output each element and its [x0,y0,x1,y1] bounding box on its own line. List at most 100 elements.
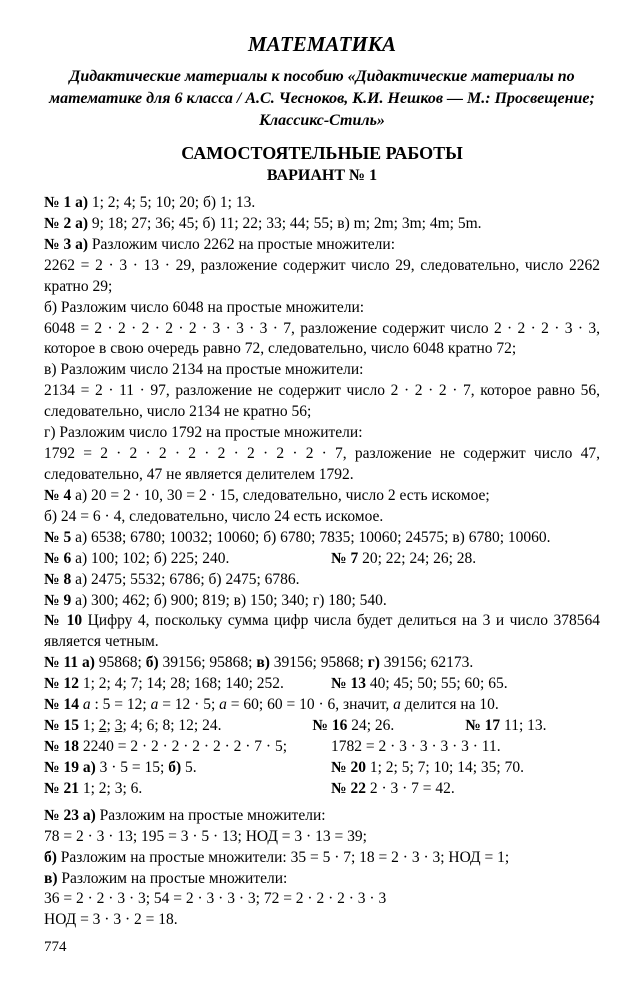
item-11v: 39156; 95868; [270,654,368,671]
item-3-line4: 6048 = 2 · 2 · 2 · 2 · 2 · 3 · 3 · 3 · 7… [44,319,600,361]
item-14-t3: = 60; 60 = 10 · 6, значит, [227,696,393,713]
item-11: № 11 а) 95868; б) 39156; 95868; в) 39156… [44,653,600,674]
item-16: № 16 24; 26. [312,716,447,737]
item-3-line5: в) Разложим число 2134 на простые множит… [44,360,600,381]
item-16-text: 24; 26. [347,717,394,734]
item-12-label: № 12 [44,675,79,692]
item-15-2: 2 [99,717,107,734]
item-23-v-label: в) [44,870,58,887]
item-23-text: Разложим на простые множители: [96,807,326,824]
item-19-text: 3 · 5 = 15; [96,759,168,776]
item-3-line8: 1792 = 2 · 2 · 2 · 2 · 2 · 2 · 2 · 2 · 7… [44,444,600,486]
item-13: № 13 40; 45; 50; 55; 60; 65. [331,674,600,695]
item-3-line6: 2134 = 2 · 11 · 97, разложение не содерж… [44,381,600,423]
row-21-22: № 21 1; 2; 3; 6. № 22 2 · 3 · 7 = 42. [44,779,600,800]
item-4: № 4 а) 20 = 2 · 10, 30 = 2 · 15, следова… [44,486,600,507]
item-19: № 19 а) 3 · 5 = 15; б) 5. [44,758,313,779]
item-23-line2: 78 = 2 · 3 · 13; 195 = 3 · 5 · 13; НОД =… [44,827,600,848]
item-1-label: № 1 а) [44,194,88,211]
item-14-label: № 14 [44,696,79,713]
item-4-line2: б) 24 = 6 · 4, следовательно, число 24 е… [44,507,600,528]
item-8-label: № 8 [44,571,71,588]
item-14-a1: a [79,696,91,713]
item-23-b-text: Разложим на простые множители: 35 = 5 · … [57,849,509,866]
item-3: № 3 а) Разложим число 2262 на простые мн… [44,235,600,256]
item-14-t2: = 12 · 5; [158,696,219,713]
item-23-label: № 23 а) [44,807,96,824]
item-18-text: 2240 = 2 · 2 · 2 · 2 · 2 · 2 · 7 · 5; [79,738,287,755]
item-11g: 39156; 62173. [380,654,473,671]
item-11-label: № 11 а) [44,654,95,671]
item-14-t1: : 5 = 12; [91,696,151,713]
item-6-text: а) 100; 102; б) 225; 240. [71,550,229,567]
item-8: № 8 а) 2475; 5532; 6786; б) 2475; 6786. [44,570,600,591]
item-7-text: 20; 22; 24; 26; 28. [358,550,476,567]
item-9: № 9 а) 300; 462; б) 900; 819; в) 150; 34… [44,591,600,612]
item-19-b: б) [168,759,181,776]
item-14-t4: делится на 10. [401,696,499,713]
item-11b: 39156; 95868; [159,654,257,671]
item-8-text: а) 2475; 5532; 6786; б) 2475; 6786. [71,571,299,588]
item-15-sep1: ; [107,717,115,734]
item-13-label: № 13 [331,675,366,692]
item-17: № 17 11; 13. [465,716,600,737]
item-3-line7: г) Разложим число 1792 на простые множит… [44,423,600,444]
item-15-rest: ; 4; 6; 8; 12; 24. [122,717,221,734]
row-12-13: № 12 1; 2; 4; 7; 14; 28; 168; 140; 252. … [44,674,600,695]
item-17-label: № 17 [465,717,500,734]
item-15: № 15 1; 2; 3; 4; 6; 8; 12; 24. [44,716,294,737]
item-21-label: № 21 [44,780,79,797]
item-11b-label: б) [146,654,159,671]
item-15-text: 1; [79,717,99,734]
item-12: № 12 1; 2; 4; 7; 14; 28; 168; 140; 252. [44,674,313,695]
item-6: № 6 а) 100; 102; б) 225; 240. [44,549,313,570]
item-23-line6: НОД = 3 · 3 · 2 = 18. [44,910,600,931]
item-5: № 5 а) 6538; 6780; 10032; 10060; б) 6780… [44,528,600,549]
item-21-text: 1; 2; 3; 6. [79,780,142,797]
item-11v-label: в) [256,654,270,671]
item-2-label: № 2 а) [44,215,88,232]
item-22-label: № 22 [331,780,366,797]
item-10-text: Цифру 4, поскольку сумма цифр числа буде… [44,612,600,650]
item-12-text: 1; 2; 4; 7; 14; 28; 168; 140; 252. [79,675,284,692]
item-23-v: в) Разложим на простые множители: [44,869,600,890]
item-9-label: № 9 [44,592,71,609]
page-number: 774 [44,937,600,957]
item-4-label: № 4 [44,487,71,504]
item-3-line3: б) Разложим число 6048 на простые множит… [44,298,600,319]
item-1: № 1 а) 1; 2; 4; 5; 10; 20; б) 1; 13. [44,193,600,214]
item-20-text: 1; 2; 5; 7; 10; 14; 35; 70. [366,759,524,776]
item-3-text: Разложим число 2262 на простые множители… [88,236,395,253]
item-19-label: № 19 а) [44,759,96,776]
item-10: № 10 Цифру 4, поскольку сумма цифр числа… [44,611,600,653]
item-7: № 7 20; 22; 24; 26; 28. [331,549,600,570]
item-16-label: № 16 [312,717,347,734]
item-13-text: 40; 45; 50; 55; 60; 65. [366,675,508,692]
item-10-label: № 10 [44,612,82,629]
item-18: № 18 2240 = 2 · 2 · 2 · 2 · 2 · 2 · 7 · … [44,737,313,758]
item-19-b-text: 5. [181,759,197,776]
row-15-16-17: № 15 1; 2; 3; 4; 6; 8; 12; 24. № 16 24; … [44,716,600,737]
item-14-a3: a [219,696,227,713]
item-2-text: 9; 18; 27; 36; 45; б) 11; 22; 33; 44; 55… [88,215,482,232]
variant-heading: ВАРИАНТ № 1 [44,165,600,187]
item-14-a4: a [393,696,401,713]
item-18-label: № 18 [44,738,79,755]
item-11g-label: г) [368,654,380,671]
item-2: № 2 а) 9; 18; 27; 36; 45; б) 11; 22; 33;… [44,214,600,235]
item-3-line2: 2262 = 2 · 3 · 13 · 29, разложение содер… [44,256,600,298]
item-20-label: № 20 [331,759,366,776]
subtitle: Дидактические материалы к пособию «Дидак… [44,66,600,131]
item-23: № 23 а) Разложим на простые множители: [44,806,600,827]
item-11a: 95868; [95,654,146,671]
item-22-text: 2 · 3 · 7 = 42. [366,780,455,797]
item-14: № 14 a : 5 = 12; a = 12 · 5; a = 60; 60 … [44,695,600,716]
item-1-text: 1; 2; 4; 5; 10; 20; б) 1; 13. [88,194,255,211]
item-23-b: б) Разложим на простые множители: 35 = 5… [44,848,600,869]
section-heading: САМОСТОЯТЕЛЬНЫЕ РАБОТЫ [44,141,600,165]
item-18-right: 1782 = 2 · 3 · 3 · 3 · 3 · 11. [331,737,600,758]
item-23-v-text: Разложим на простые множители: [58,870,288,887]
row-6-7: № 6 а) 100; 102; б) 225; 240. № 7 20; 22… [44,549,600,570]
item-22: № 22 2 · 3 · 7 = 42. [331,779,600,800]
item-9-text: а) 300; 462; б) 900; 819; в) 150; 340; г… [71,592,387,609]
